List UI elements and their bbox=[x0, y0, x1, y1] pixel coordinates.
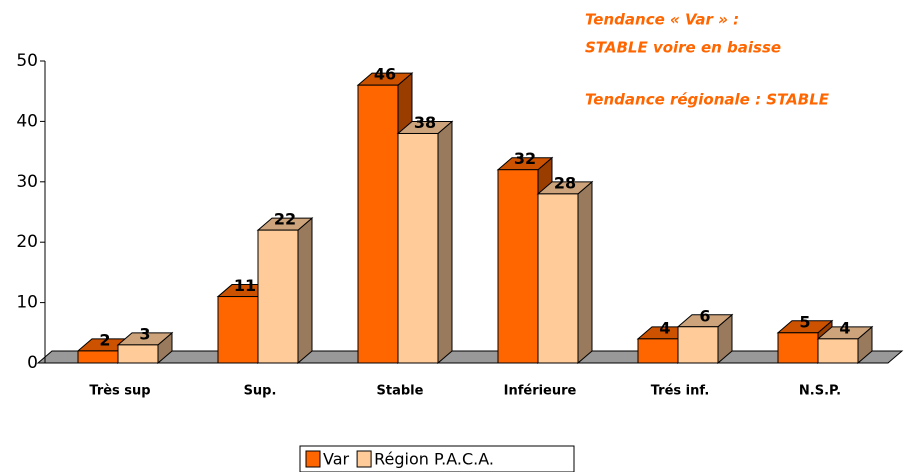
y-tick-label: 30 bbox=[16, 172, 38, 192]
data-label: 5 bbox=[799, 312, 810, 331]
bar-front bbox=[117, 344, 159, 364]
data-label: 28 bbox=[554, 173, 576, 192]
legend-label: Var bbox=[323, 450, 350, 469]
bar-front bbox=[217, 296, 259, 364]
bar-front bbox=[677, 326, 719, 364]
bar-side bbox=[297, 217, 313, 365]
y-tick-label: 40 bbox=[16, 111, 38, 131]
x-tick-label: Inférieure bbox=[504, 384, 577, 399]
bar bbox=[676, 313, 734, 365]
bar-front bbox=[817, 338, 859, 364]
y-tick-label: 50 bbox=[16, 51, 38, 71]
data-label: 3 bbox=[139, 324, 150, 343]
bar bbox=[396, 120, 454, 365]
annotation: Tendance « Var » : bbox=[585, 11, 739, 29]
data-label: 2 bbox=[99, 330, 110, 349]
bar-side bbox=[437, 120, 453, 365]
data-label: 32 bbox=[514, 149, 536, 168]
y-tick-label: 20 bbox=[16, 232, 38, 252]
data-label: 4 bbox=[839, 318, 850, 337]
bar-front bbox=[777, 332, 819, 364]
data-label: 11 bbox=[234, 276, 256, 295]
legend-swatch bbox=[356, 450, 372, 468]
legend-box bbox=[299, 445, 575, 472]
data-label: 38 bbox=[414, 113, 436, 132]
y-tick-label: 10 bbox=[16, 293, 38, 313]
data-label: 4 bbox=[659, 318, 670, 337]
bar-front bbox=[397, 132, 439, 364]
x-tick-label: Stable bbox=[377, 384, 424, 399]
bar-front bbox=[357, 84, 399, 364]
x-tick-label: Très sup bbox=[89, 384, 150, 399]
y-tick-label: 0 bbox=[27, 353, 38, 373]
legend-label: Région P.A.C.A. bbox=[374, 450, 494, 469]
bar bbox=[816, 325, 874, 365]
bar-front bbox=[637, 338, 679, 364]
bar bbox=[536, 180, 594, 365]
bar-front bbox=[77, 350, 119, 364]
data-label: 22 bbox=[274, 210, 296, 229]
x-tick-label: Sup. bbox=[244, 384, 277, 399]
bar-side bbox=[577, 180, 593, 365]
x-tick-label: N.S.P. bbox=[799, 384, 841, 399]
bar bbox=[116, 331, 174, 365]
annotation: Tendance régionale : STABLE bbox=[585, 91, 830, 109]
data-label: 6 bbox=[699, 306, 710, 325]
bar bbox=[256, 217, 314, 365]
annotation: STABLE voire en baisse bbox=[585, 39, 781, 57]
bar-front bbox=[497, 169, 539, 364]
bar-front bbox=[257, 229, 299, 364]
bar-front bbox=[537, 193, 579, 364]
x-tick-label: Trés inf. bbox=[651, 384, 710, 399]
data-label: 46 bbox=[374, 65, 396, 84]
legend-swatch bbox=[305, 450, 321, 468]
